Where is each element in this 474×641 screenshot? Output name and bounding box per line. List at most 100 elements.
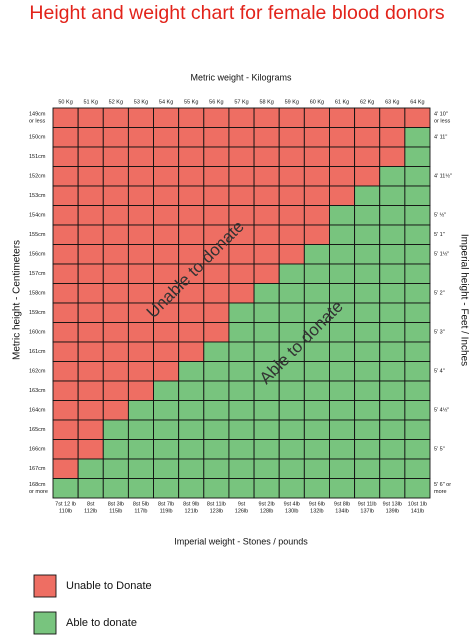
imperial-weight-label-line: 119lb [160,509,173,515]
cell [379,302,406,323]
cm-label: 152cm [29,174,46,180]
cell [77,302,104,323]
cell [404,224,431,245]
cm-label: 159cm [29,310,46,316]
cell [354,205,381,226]
cell [404,146,431,167]
cell [354,107,381,128]
feet-label-line: 5' ½" [434,212,446,219]
cell [404,419,431,440]
cell [102,263,129,284]
cm-label: 158cm [29,291,46,297]
cell [203,205,230,226]
cell [278,458,305,479]
cell [52,380,79,401]
cell [329,341,356,362]
cell [303,283,330,304]
cell [228,302,255,323]
cell [178,478,205,499]
imperial-weight-label: 8st 112lb [84,502,97,515]
cm-label: 166cm [29,447,46,453]
imperial-weight-label: 9st 4lb 130lb [284,502,300,515]
cell [303,146,330,167]
cell [127,458,154,479]
kg-label: 58 Kg [259,99,273,105]
cell [203,380,230,401]
imperial-weight-label-line: 9st 11lb [358,502,377,508]
cell [303,380,330,401]
cell [77,166,104,187]
cell [203,341,230,362]
cell [127,224,154,245]
cell [127,419,154,440]
cell [102,205,129,226]
cell [404,127,431,148]
cell [52,400,79,421]
cell [52,283,79,304]
cm-label-line: or more [29,489,48,495]
kg-label: 53 Kg [134,99,148,105]
cell [354,224,381,245]
cell [52,478,79,499]
cell [102,380,129,401]
feet-label-line: 5' 6" or [434,482,451,488]
cell [153,205,180,226]
cell [127,341,154,362]
cell [278,107,305,128]
cell [52,127,79,148]
cell [52,263,79,284]
cell [329,322,356,343]
feet-label: 5' 4½" [434,407,449,414]
cell [278,205,305,226]
cell [303,458,330,479]
cell [127,263,154,284]
cell [228,361,255,382]
cell [228,322,255,343]
cell [127,478,154,499]
cell [404,166,431,187]
imperial-weight-label-line: 130lb [285,509,298,515]
cell [77,224,104,245]
imperial-weight-label-line: 128lb [260,509,273,515]
imperial-weight-label: 8st 7lb 119lb [158,502,174,515]
imperial-weight-label-line: 123lb [210,509,223,515]
bottom-axis-label: Imperial weight - Stones / pounds [174,536,308,546]
cell [127,146,154,167]
feet-label: 4' 11½" [434,173,452,180]
feet-label-line: 5' 4½" [434,407,449,414]
feet-label-line: 5' 4" [434,369,445,375]
cm-label: 161cm [29,349,46,355]
cell [77,283,104,304]
cell [379,205,406,226]
kg-label: 57 Kg [234,99,248,105]
imperial-weight-label-line: 9st 6lb [309,502,325,508]
cell [102,107,129,128]
cell [278,439,305,460]
cm-label-line: 157cm [29,271,46,277]
cell [278,185,305,206]
cm-label-line: 160cm [29,330,46,336]
cell [77,244,104,265]
cell [153,107,180,128]
cell [278,283,305,304]
cell [329,419,356,440]
cm-label-line: 150cm [29,135,46,141]
cell [178,127,205,148]
cell [379,439,406,460]
cell [253,322,280,343]
cell [153,127,180,148]
cell [127,439,154,460]
cell [77,361,104,382]
imperial-weight-label-line: 134lb [335,509,348,515]
cm-label-line: 156cm [29,252,46,258]
cell [203,127,230,148]
cm-label-line: 163cm [29,388,46,394]
imperial-weight-label-line: 112lb [84,509,97,515]
cell [102,146,129,167]
cell [77,380,104,401]
cell [178,322,205,343]
cell [253,146,280,167]
cell [253,439,280,460]
cell [52,458,79,479]
feet-label-line: 5' 2" [434,291,445,297]
